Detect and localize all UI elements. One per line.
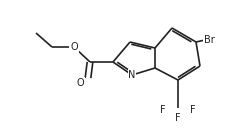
Text: O: O bbox=[70, 42, 78, 52]
Text: F: F bbox=[175, 113, 181, 123]
Text: F: F bbox=[190, 105, 196, 115]
Text: Br: Br bbox=[204, 35, 215, 45]
Text: F: F bbox=[160, 105, 166, 115]
Text: O: O bbox=[76, 78, 84, 88]
Text: N: N bbox=[128, 70, 136, 80]
